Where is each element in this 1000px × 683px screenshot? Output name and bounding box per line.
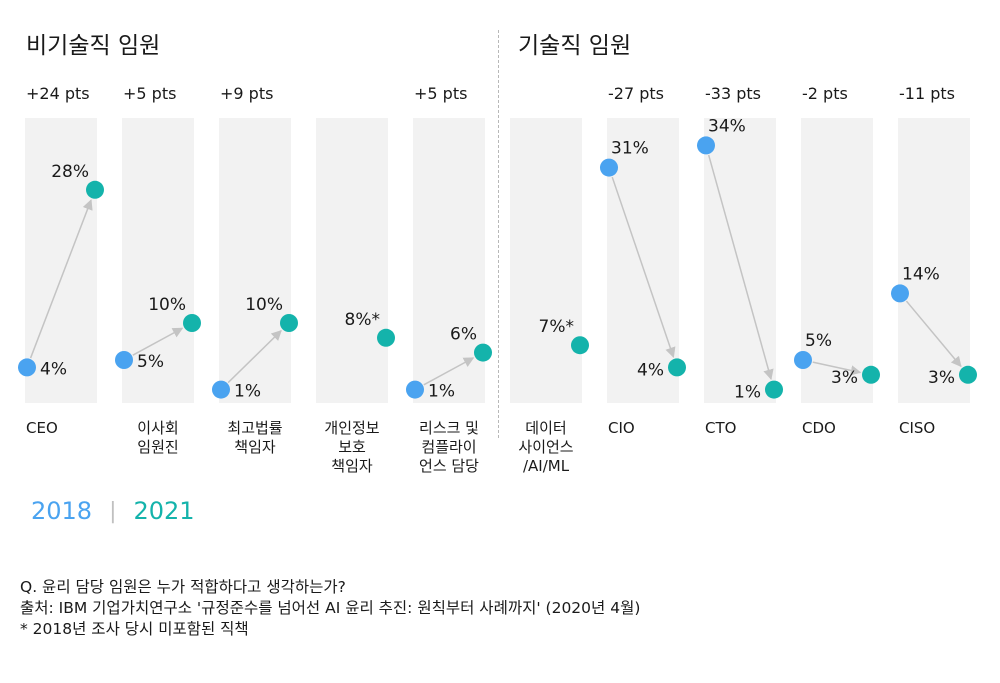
column-panel xyxy=(219,118,291,403)
category-label: 최고법률 xyxy=(227,419,282,437)
category-label: 사이언스 xyxy=(518,438,573,456)
change-arrow xyxy=(29,199,93,359)
group-divider xyxy=(498,30,499,438)
change-label: +24 pts xyxy=(26,84,90,103)
source-note: 출처: IBM 기업가치연구소 '규정준수를 넘어선 AI 윤리 추진: 원칙부… xyxy=(20,599,641,617)
category-label: 이사회 xyxy=(137,419,178,437)
point-2018 xyxy=(697,136,715,155)
group-title-tech: 기술직 임원 xyxy=(518,33,632,59)
point-2021 xyxy=(474,343,492,362)
category-label: 컴플라이 xyxy=(421,438,476,456)
point-2018 xyxy=(406,380,424,399)
category-label: 임원진 xyxy=(137,438,178,456)
value-label-2018: 1% xyxy=(428,382,455,402)
point-2018 xyxy=(891,284,909,303)
value-label-2021: 3% xyxy=(928,368,955,388)
change-label: +9 pts xyxy=(220,84,273,103)
point-2021 xyxy=(571,336,589,355)
category-label: 언스 담당 xyxy=(419,457,479,475)
value-label-2018: 14% xyxy=(902,264,940,284)
change-arrow xyxy=(905,300,962,368)
value-label-2021: 1% xyxy=(734,383,761,403)
column-panel xyxy=(898,118,970,403)
value-label-2018: 5% xyxy=(137,352,164,372)
asterisk-note: * 2018년 조사 당시 미포함된 직책 xyxy=(20,620,249,638)
category-label: 리스크 및 xyxy=(419,419,479,437)
change-label: +5 pts xyxy=(123,84,176,103)
point-2021 xyxy=(377,328,395,347)
change-arrow xyxy=(227,329,282,384)
category-label: 데이터 xyxy=(525,419,566,437)
column-panel xyxy=(510,118,582,403)
value-label-2021: 10% xyxy=(148,295,186,315)
change-label: -33 pts xyxy=(705,84,761,103)
category-label: CDO xyxy=(802,419,836,437)
category-label: 보호 xyxy=(338,438,366,456)
value-label-2021: 8%* xyxy=(345,310,380,330)
change-arrow xyxy=(611,176,676,358)
point-2018 xyxy=(794,351,812,369)
column-panel xyxy=(801,118,873,403)
change-arrow xyxy=(423,357,475,386)
category-label: /AI/ML xyxy=(523,457,570,475)
category-label: 책임자 xyxy=(234,438,276,456)
point-2021 xyxy=(959,365,977,384)
category-label: 책임자 xyxy=(331,457,373,475)
point-2018 xyxy=(115,351,133,369)
column-panel xyxy=(316,118,388,403)
point-2021 xyxy=(86,180,104,199)
change-arrow xyxy=(132,327,184,356)
point-2021 xyxy=(862,365,880,384)
point-2018 xyxy=(18,358,36,377)
point-2018 xyxy=(212,380,230,399)
value-label-2021: 7%* xyxy=(539,317,574,337)
column-panel xyxy=(25,118,97,403)
value-label-2021: 4% xyxy=(637,360,664,380)
legend-2018: 2018 xyxy=(31,497,93,525)
point-2021 xyxy=(280,314,298,332)
change-label: -27 pts xyxy=(608,84,664,103)
change-label: -11 pts xyxy=(899,84,955,103)
value-label-2018: 34% xyxy=(708,116,746,136)
category-label: CIO xyxy=(608,419,635,437)
value-label-2018: 5% xyxy=(805,331,832,351)
category-label: 개인정보 xyxy=(324,419,379,437)
point-2018 xyxy=(600,158,618,177)
legend-2021: 2021 xyxy=(133,497,195,525)
value-label-2018: 1% xyxy=(234,382,261,402)
group-title-non-tech: 비기술직 임원 xyxy=(26,33,161,59)
column-panel xyxy=(122,118,194,403)
value-label-2021: 6% xyxy=(450,325,477,345)
change-arrow xyxy=(812,361,862,376)
value-label-2018: 31% xyxy=(611,139,649,159)
point-2021 xyxy=(183,314,201,332)
value-label-2021: 10% xyxy=(245,295,283,315)
value-label-2018: 4% xyxy=(40,359,67,379)
point-2021 xyxy=(765,380,783,399)
change-arrow xyxy=(707,154,774,381)
column-panel xyxy=(413,118,485,403)
change-label: +5 pts xyxy=(414,84,467,103)
footnotes: Q. 윤리 담당 임원은 누가 적합하다고 생각하는가? 출처: IBM 기업가… xyxy=(20,577,640,640)
value-label-2021: 3% xyxy=(831,368,858,388)
point-2021 xyxy=(668,358,686,377)
category-label: CTO xyxy=(705,419,736,437)
change-label: -2 pts xyxy=(802,84,848,103)
question-note: Q. 윤리 담당 임원은 누가 적합하다고 생각하는가? xyxy=(20,578,346,596)
legend: 2018 | 2021 xyxy=(31,497,195,525)
category-label: CISO xyxy=(899,419,935,437)
value-label-2021: 28% xyxy=(51,162,89,182)
category-label: CEO xyxy=(26,419,58,437)
legend-separator: | xyxy=(109,498,117,524)
